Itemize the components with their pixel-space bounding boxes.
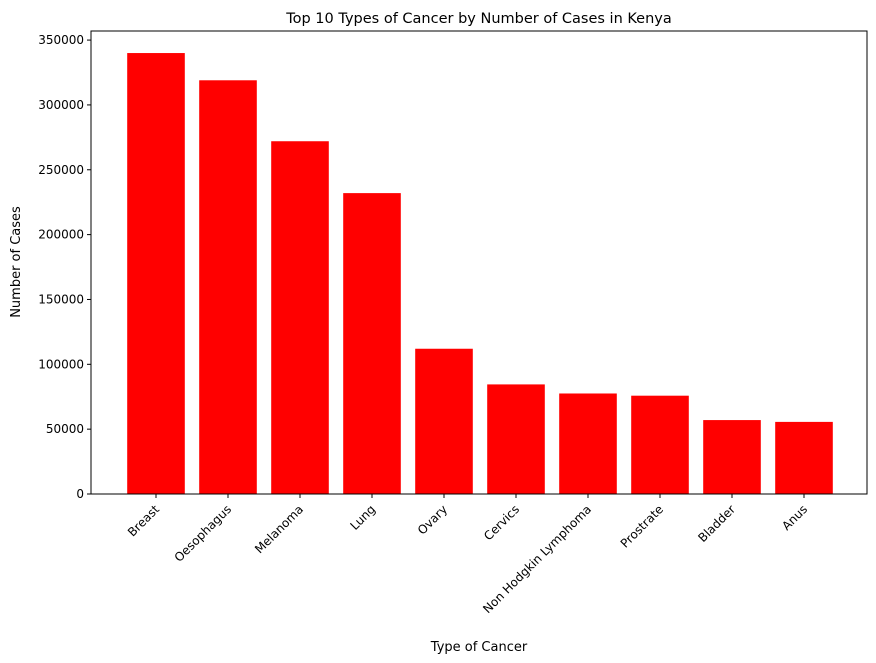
bars-group — [127, 53, 833, 495]
bar-ovary — [415, 348, 473, 494]
x-tick-label: Bladder — [695, 502, 738, 545]
bar-anus — [775, 421, 833, 494]
x-tick-label: Oesophagus — [172, 502, 235, 565]
x-tick-label: Ovary — [415, 502, 450, 537]
y-tick-label: 200000 — [38, 228, 84, 242]
bar-breast — [127, 53, 185, 495]
bar-melanoma — [271, 141, 329, 494]
y-axis-label: Number of Cases — [9, 206, 24, 318]
bar-bladder — [703, 420, 761, 494]
y-axis: 0 50000 100000 150000 200000 250000 300000 3500… — [38, 33, 91, 501]
x-tick-label: Cervics — [481, 502, 522, 543]
y-tick-label: 150000 — [38, 292, 84, 306]
bar-lung — [343, 193, 401, 494]
x-tick-label: Prostrate — [618, 502, 666, 550]
bar-non-hodgkin-lymphoma — [559, 393, 617, 494]
x-tick-label: Anus — [779, 502, 810, 533]
x-axis-label: Type of Cancer — [430, 640, 528, 655]
x-tick-label: Melanoma — [252, 502, 306, 556]
y-tick-label: 350000 — [38, 33, 84, 47]
y-tick-label: 50000 — [46, 422, 84, 436]
bar-cervics — [487, 384, 545, 494]
chart-title: Top 10 Types of Cancer by Number of Case… — [285, 11, 672, 27]
x-tick-label: Breast — [125, 502, 162, 539]
y-tick-label: 250000 — [38, 163, 84, 177]
y-tick-label: 300000 — [38, 98, 84, 112]
x-axis: Breast Oesophagus Melanoma Lung Ovary Cervics… — [125, 494, 810, 616]
bar-oesophagus — [199, 80, 257, 495]
y-tick-label: 0 — [76, 487, 84, 501]
x-tick-label: Lung — [347, 502, 378, 533]
plot-frame — [90, 30, 868, 495]
y-tick-label: 100000 — [38, 357, 84, 371]
bar-prostrate — [631, 395, 689, 494]
